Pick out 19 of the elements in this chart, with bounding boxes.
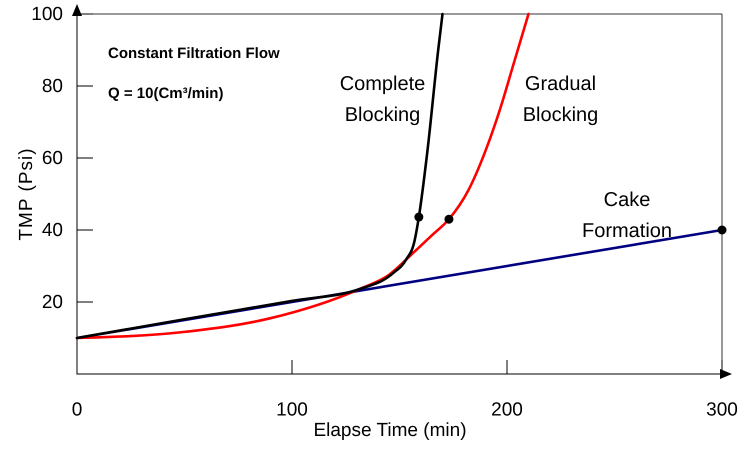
y-axis-title: TMP (Psi) [16,147,37,241]
y-tick-label: 20 [42,292,63,314]
x-tick-label: 300 [706,399,738,420]
point [414,212,424,222]
annotation: Constant Filtration Flow [108,45,280,62]
series-label: Gradual Blocking [522,73,598,126]
y-tick-label: 100 [31,4,63,26]
series-label: Cake Formation [582,189,672,242]
x-tick-label: 0 [72,399,82,420]
x-tick-label: 100 [276,399,308,420]
series-label: Complete Blocking [340,73,426,126]
point [444,214,454,224]
y-tick-label: 80 [42,76,63,98]
annotation: Q = 10(Cm³/min) [108,85,224,102]
x-tick-label: 200 [491,399,523,420]
y-tick-label: 60 [42,148,63,170]
y-tick-label: 40 [42,220,63,242]
x-axis-title: Elapse Time (min) [313,420,467,441]
point [718,226,726,234]
